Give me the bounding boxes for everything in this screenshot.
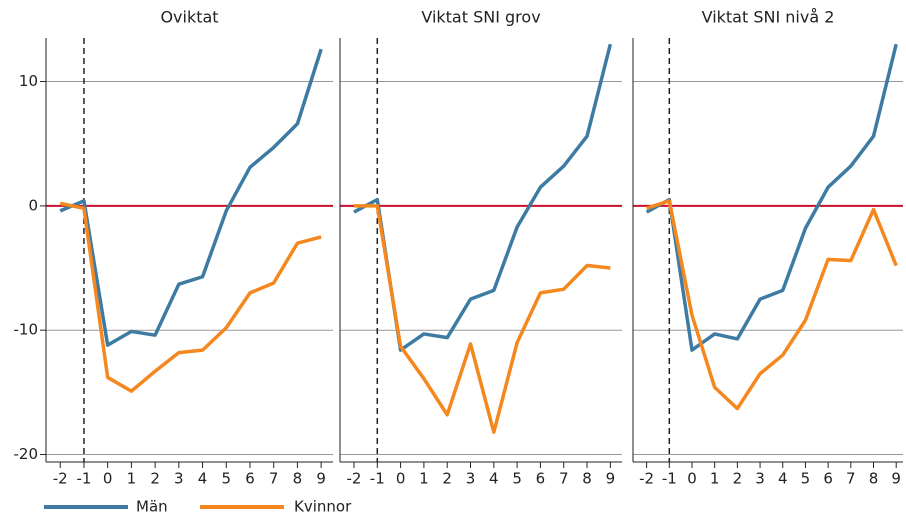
x-tick-label: 6 [823, 470, 833, 488]
x-tick-label: 7 [846, 470, 856, 488]
x-tick-label: -1 [370, 470, 385, 488]
x-tick-label: 1 [710, 470, 720, 488]
y-tick-label: -10 [14, 321, 39, 339]
x-tick-label: 7 [559, 470, 569, 488]
x-tick-label: 4 [198, 470, 208, 488]
x-tick-label: 0 [103, 470, 113, 488]
panel-title: Viktat SNI grov [421, 8, 540, 27]
legend-label: Kvinnor [294, 498, 352, 516]
x-tick-label: 4 [778, 470, 788, 488]
series-line [59, 48, 323, 347]
y-tick-label: 10 [19, 72, 38, 90]
y-tick-label: -20 [14, 445, 39, 463]
x-tick-label: 1 [419, 470, 429, 488]
x-tick-label: 5 [221, 470, 231, 488]
x-tick-label: -2 [53, 470, 68, 488]
x-tick-label: 2 [733, 470, 743, 488]
x-tick-label: -1 [76, 470, 91, 488]
x-tick-label: 3 [755, 470, 765, 488]
x-tick-label: 8 [869, 470, 879, 488]
y-tick-label: 0 [28, 196, 38, 214]
x-tick-label: 8 [582, 470, 592, 488]
series-line [645, 43, 898, 352]
x-tick-label: 5 [801, 470, 811, 488]
series-line [353, 204, 611, 434]
x-tick-label: 9 [316, 470, 326, 488]
x-tick-label: -2 [639, 470, 654, 488]
x-tick-label: -2 [346, 470, 361, 488]
legend-label: Män [136, 498, 168, 516]
x-tick-label: 7 [269, 470, 279, 488]
x-tick-label: 6 [536, 470, 546, 488]
series-line [646, 199, 898, 411]
x-tick-label: 5 [512, 470, 522, 488]
x-tick-label: 9 [891, 470, 901, 488]
x-tick-label: 0 [396, 470, 406, 488]
x-tick-label: 4 [489, 470, 499, 488]
panel-title: Oviktat [160, 8, 218, 27]
x-tick-label: 6 [245, 470, 255, 488]
x-tick-label: 2 [150, 470, 160, 488]
x-tick-label: -1 [662, 470, 677, 488]
panel-title: Viktat SNI nivå 2 [702, 8, 835, 27]
x-tick-label: 2 [442, 470, 452, 488]
x-tick-label: 3 [466, 470, 476, 488]
x-tick-label: 3 [174, 470, 184, 488]
x-tick-label: 8 [293, 470, 303, 488]
x-tick-label: 9 [606, 470, 616, 488]
series-line [59, 201, 322, 393]
x-tick-label: 1 [127, 470, 137, 488]
x-tick-label: 0 [687, 470, 697, 488]
